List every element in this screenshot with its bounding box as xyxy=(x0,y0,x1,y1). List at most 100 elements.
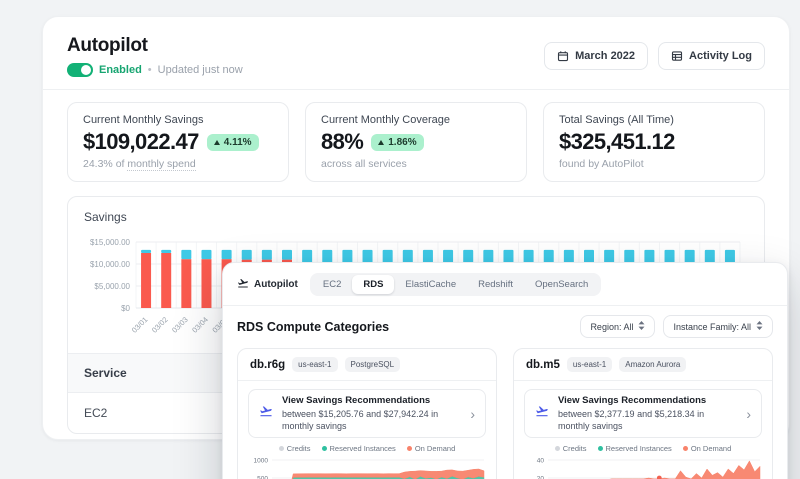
reserved-instances-dot xyxy=(597,446,603,452)
stat-card-monthly-coverage: Current Monthly Coverage 88% 1.86% acros… xyxy=(305,102,527,182)
plane-icon xyxy=(237,277,249,292)
rds-category-card-dbm5: db.m5 us-east-1 Amazon Aurora View Savin… xyxy=(513,348,773,479)
region-filter-label: Region: All xyxy=(590,321,634,332)
svg-text:$0: $0 xyxy=(121,304,130,313)
tab-opensearch[interactable]: OpenSearch xyxy=(534,279,589,290)
stat-subtext: found by AutoPilot xyxy=(559,158,644,170)
recommendation-range: between $2,377.19 and $5,218.34 in month… xyxy=(558,408,705,431)
engine-badge: Amazon Aurora xyxy=(619,357,687,372)
change-value: 4.11% xyxy=(223,136,252,148)
stat-card-monthly-savings: Current Monthly Savings $109,022.47 4.11… xyxy=(67,102,289,182)
svg-text:03/03: 03/03 xyxy=(170,315,190,335)
chevron-right-icon: › xyxy=(470,405,475,422)
tabs-divider xyxy=(223,305,787,306)
svg-text:500: 500 xyxy=(257,476,268,479)
header-divider xyxy=(43,89,789,90)
page-title: Autopilot xyxy=(67,35,148,56)
tab-elasticache[interactable]: ElastiCache xyxy=(405,279,457,290)
tab-rds[interactable]: RDS xyxy=(352,275,395,294)
chevron-right-icon: › xyxy=(746,405,751,422)
monthly-spend-tooltip-link[interactable]: monthly spend xyxy=(127,158,196,171)
legend-label: On Demand xyxy=(690,444,732,454)
stat-label: Current Monthly Savings xyxy=(83,114,204,126)
tab-autopilot-label: Autopilot xyxy=(254,279,298,290)
service-tabs: Autopilot EC2 RDS ElastiCache Redshift O… xyxy=(237,273,773,296)
activity-log-label: Activity Log xyxy=(689,50,752,62)
plane-icon xyxy=(259,404,273,423)
change-badge: 4.11% xyxy=(206,133,259,151)
svg-text:$5,000.00: $5,000.00 xyxy=(94,282,130,291)
rds-detail-panel: Autopilot EC2 RDS ElastiCache Redshift O… xyxy=(222,262,788,479)
svg-text:1000: 1000 xyxy=(254,458,269,465)
region-filter-dropdown[interactable]: Region: All xyxy=(580,315,656,338)
instance-family-filter-dropdown[interactable]: Instance Family: All xyxy=(663,315,773,338)
stat-value: $325,451.12 xyxy=(559,129,675,154)
sort-arrows-icon xyxy=(638,321,645,332)
page-header: Autopilot Enabled • Updated just now Mar… xyxy=(43,17,789,89)
recommendation-title: View Savings Recommendations xyxy=(282,395,431,406)
svg-text:$15,000.00: $15,000.00 xyxy=(90,238,131,247)
dot-separator: • xyxy=(147,64,152,76)
calendar-icon xyxy=(557,50,569,62)
recommendation-title: View Savings Recommendations xyxy=(558,395,707,406)
date-picker-button[interactable]: March 2022 xyxy=(544,42,649,70)
chart-legend: Credits Reserved Instances On Demand xyxy=(524,444,762,453)
change-value: 1.86% xyxy=(388,136,417,148)
on-demand-dot xyxy=(406,446,412,452)
stat-label: Total Savings (All Time) xyxy=(559,114,674,126)
legend-label: Reserved Instances xyxy=(329,444,396,454)
stat-subtext-prefix: 24.3% of xyxy=(83,158,128,170)
dbm5-usage-area-chart: 40200Nov 27, 2022Dec 4, 2022Dec 11, 2022… xyxy=(524,454,762,479)
tab-redshift[interactable]: Redshift xyxy=(478,279,513,290)
legend-label: Credits xyxy=(562,444,587,454)
svg-text:$10,000.00: $10,000.00 xyxy=(90,260,131,269)
legend-label: On Demand xyxy=(414,444,456,454)
tab-autopilot[interactable]: Autopilot xyxy=(237,277,298,292)
stat-subtext: 24.3% of monthly spend xyxy=(83,158,273,171)
stat-card-total-savings: Total Savings (All Time) $325,451.12 fou… xyxy=(543,102,765,182)
instance-name: db.m5 xyxy=(526,358,560,371)
stat-value: 88% xyxy=(321,129,364,154)
reserved-instances-dot xyxy=(321,446,327,452)
rds-section-title: RDS Compute Categories xyxy=(237,319,390,334)
region-badge: us-east-1 xyxy=(566,357,613,372)
recommendation-range: between $15,205.76 and $27,942.24 in mon… xyxy=(282,408,439,431)
stat-value: $109,022.47 xyxy=(83,129,199,154)
updated-text: Updated just now xyxy=(157,64,243,76)
legend-label: Credits xyxy=(286,444,311,454)
svg-text:03/04: 03/04 xyxy=(190,315,210,335)
svg-text:03/01: 03/01 xyxy=(130,315,150,335)
up-arrow-icon xyxy=(378,139,385,145)
enabled-label: Enabled xyxy=(99,64,142,76)
dbr6g-usage-area-chart: 10005000Nov 27, 2022Dec 4, 2022Dec 11, 2… xyxy=(248,454,486,479)
tab-ec2[interactable]: EC2 xyxy=(322,279,342,290)
plane-icon xyxy=(535,404,549,423)
activity-log-icon xyxy=(671,50,683,62)
svg-text:03/02: 03/02 xyxy=(150,315,170,335)
change-badge: 1.86% xyxy=(371,133,424,151)
stats-row: Current Monthly Savings $109,022.47 4.11… xyxy=(43,90,789,182)
on-demand-dot xyxy=(682,446,688,452)
up-arrow-icon xyxy=(213,139,220,145)
legend-label: Reserved Instances xyxy=(605,444,672,454)
instance-family-filter-label: Instance Family: All xyxy=(673,321,751,332)
sort-arrows-icon xyxy=(756,321,763,332)
activity-log-button[interactable]: Activity Log xyxy=(658,42,765,70)
credits-dot xyxy=(554,446,560,452)
engine-badge: PostgreSQL xyxy=(344,357,401,372)
credits-dot xyxy=(278,446,284,452)
savings-recommendation-link[interactable]: View Savings Recommendations between $15… xyxy=(248,389,486,439)
segmented-control: EC2 RDS ElastiCache Redshift OpenSearch xyxy=(309,273,602,296)
region-badge: us-east-1 xyxy=(292,357,338,372)
date-picker-label: March 2022 xyxy=(575,50,636,62)
instance-name: db.r6g xyxy=(250,358,286,371)
svg-text:40: 40 xyxy=(537,458,545,465)
savings-chart-title: Savings xyxy=(84,210,127,224)
savings-recommendation-link[interactable]: View Savings Recommendations between $2,… xyxy=(524,389,762,439)
rds-category-card-dbr6g: db.r6g us-east-1 PostgreSQL View Savings… xyxy=(237,348,497,479)
chart-legend: Credits Reserved Instances On Demand xyxy=(248,444,486,453)
enabled-toggle[interactable] xyxy=(67,63,93,77)
svg-text:20: 20 xyxy=(537,476,545,479)
stat-subtext: across all services xyxy=(321,158,407,170)
stat-label: Current Monthly Coverage xyxy=(321,114,451,126)
